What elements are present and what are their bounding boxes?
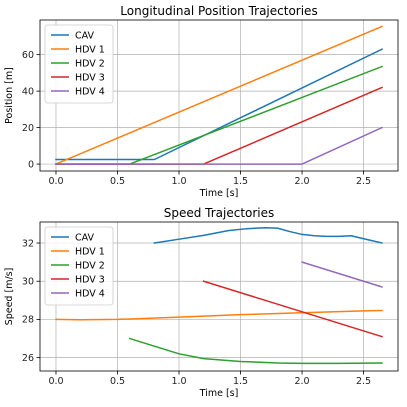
speed-y-axis-label: Speed [m/s] bbox=[4, 268, 15, 326]
legend-label-hdv-4: HDV 4 bbox=[75, 288, 105, 299]
position-series bbox=[55, 25, 384, 166]
speed-chart-title: Speed Trajectories bbox=[164, 206, 275, 220]
y-tick-label: 32 bbox=[22, 238, 34, 249]
legend-label-hdv-1: HDV 1 bbox=[75, 44, 105, 55]
x-tick-label: 1.5 bbox=[233, 376, 248, 387]
x-tick-label: 0.0 bbox=[48, 376, 63, 387]
speed-chart: 0.0 0.5 1.0 1.5 2.0 2.5 26 28 30 32 Speed Trajecto… bbox=[4, 206, 399, 399]
legend-label-hdv-3: HDV 3 bbox=[75, 72, 105, 83]
y-tick-label: 26 bbox=[22, 353, 34, 364]
position-axes-frame bbox=[39, 19, 399, 172]
x-tick-label: 0.5 bbox=[110, 176, 125, 187]
y-tick-label: 28 bbox=[22, 315, 34, 326]
legend-label-cav: CAV bbox=[75, 232, 95, 243]
legend-box bbox=[44, 24, 114, 104]
speed-grid bbox=[40, 222, 398, 371]
series-line-hdv-1 bbox=[55, 309, 383, 321]
x-tick-label: 2.0 bbox=[294, 176, 309, 187]
x-tick-label: 0.0 bbox=[48, 176, 63, 187]
position-legend: CAV HDV 1 HDV 2 HDV 3 HDV 4 bbox=[44, 24, 114, 104]
speed-series bbox=[55, 226, 383, 365]
x-tick-label: 1.0 bbox=[171, 176, 186, 187]
x-tick-label: 1.0 bbox=[171, 376, 186, 387]
series-line-hdv-4 bbox=[55, 126, 384, 165]
series-line-cav bbox=[153, 226, 383, 244]
legend-label-hdv-2: HDV 2 bbox=[75, 58, 105, 69]
series-line-hdv-1 bbox=[55, 25, 383, 166]
x-tick-label: 2.5 bbox=[356, 376, 371, 387]
y-tick-label: 20 bbox=[22, 123, 34, 134]
legend-label-hdv-3: HDV 3 bbox=[75, 274, 105, 285]
series-line-hdv-2 bbox=[128, 337, 383, 365]
series-line-hdv-4 bbox=[301, 261, 383, 288]
y-tick-label: 0 bbox=[28, 159, 34, 170]
y-tick-label: 60 bbox=[22, 50, 34, 61]
legend-label-hdv-1: HDV 1 bbox=[75, 246, 105, 257]
series-line-hdv-3 bbox=[202, 280, 383, 338]
legend-label-hdv-2: HDV 2 bbox=[75, 260, 105, 271]
speed-axes-frame bbox=[39, 221, 399, 372]
legend-box bbox=[44, 226, 114, 306]
position-x-axis-label: Time [s] bbox=[199, 188, 239, 199]
speed-x-axis-label: Time [s] bbox=[199, 388, 239, 399]
position-chart: 0.0 0.5 1.0 1.5 2.0 2.5 0 20 40 60 Longitudinal Po… bbox=[4, 4, 399, 199]
x-tick-label: 1.5 bbox=[233, 176, 248, 187]
y-tick-label: 40 bbox=[22, 86, 34, 97]
x-tick-label: 0.5 bbox=[110, 376, 125, 387]
series-line-cav bbox=[55, 48, 384, 161]
y-tick-label: 30 bbox=[22, 277, 34, 288]
x-tick-label: 2.0 bbox=[294, 376, 309, 387]
x-tick-label: 2.5 bbox=[356, 176, 371, 187]
position-chart-title: Longitudinal Position Trajectories bbox=[120, 4, 317, 18]
legend-label-cav: CAV bbox=[75, 30, 95, 41]
speed-legend: CAV HDV 1 HDV 2 HDV 3 HDV 4 bbox=[44, 226, 114, 306]
position-y-axis-label: Position [m] bbox=[4, 67, 15, 124]
legend-label-hdv-4: HDV 4 bbox=[75, 86, 105, 97]
